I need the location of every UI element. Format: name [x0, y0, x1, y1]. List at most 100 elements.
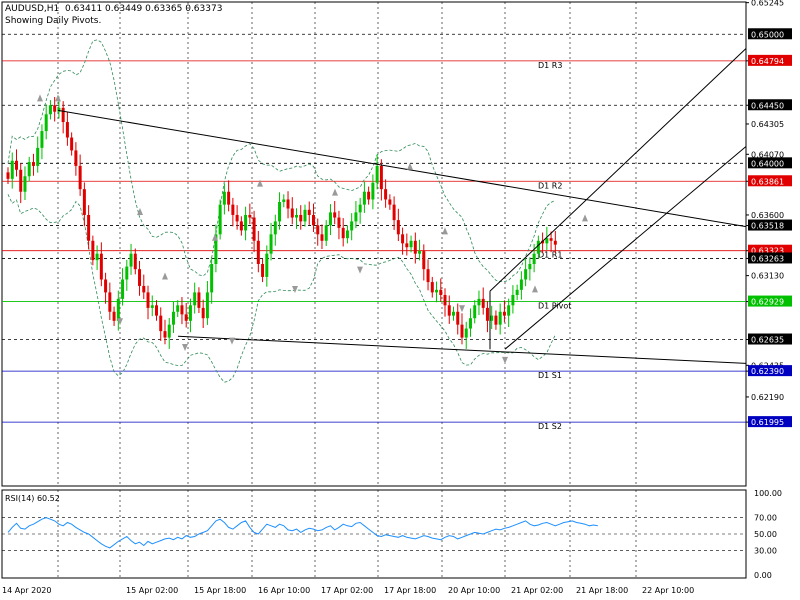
candle-body [256, 240, 260, 265]
candle-body [324, 225, 328, 241]
fractal-up-icon [55, 94, 61, 102]
price-level-box [748, 295, 792, 307]
candle-body [104, 279, 108, 293]
candle-body [350, 221, 354, 231]
candle-body [91, 240, 95, 261]
candle-body [10, 160, 14, 179]
candle-body [252, 217, 256, 241]
candle-body [227, 191, 231, 205]
candle-body [532, 253, 536, 265]
candle-body [171, 311, 175, 325]
price-level-box-label: 0.62390 [751, 367, 784, 376]
candle-body [549, 238, 553, 241]
candle-body [405, 243, 409, 248]
rsi-tick-label: 30.00 [754, 546, 777, 555]
candle-body [435, 289, 439, 293]
candle-body [108, 292, 112, 312]
candle-body [53, 105, 57, 112]
candle-body [269, 234, 273, 254]
price-level-box-label: 0.62929 [751, 298, 784, 307]
upper-band-line [7, 39, 556, 282]
candle-body [481, 298, 485, 308]
pivot-label-d1-r1: D1 R1 [538, 251, 562, 260]
candle-body [511, 294, 515, 306]
candle-body [133, 253, 137, 270]
candle-body [87, 214, 91, 241]
support-trendline [177, 335, 747, 364]
candle-body [337, 217, 341, 228]
candle-body [286, 199, 290, 209]
candle-body [468, 318, 472, 329]
candle-body [78, 165, 82, 190]
candle-body [307, 209, 311, 215]
candle-body [99, 253, 103, 280]
candle-body [541, 240, 545, 244]
fractal-up-icon [332, 188, 338, 196]
candle-body [447, 305, 451, 316]
candle-body [553, 240, 557, 245]
candle-body [485, 307, 489, 321]
time-axis-label: 17 Apr 18:00 [384, 586, 436, 595]
candle-body [129, 253, 133, 267]
price-level-box-label: 0.63323 [751, 247, 784, 256]
candle-body [413, 240, 417, 254]
candle-body [61, 107, 65, 123]
candle-body [48, 105, 52, 115]
candle-body [494, 315, 498, 325]
price-tick-label: 0.62190 [751, 393, 784, 402]
lower-band-line [7, 194, 556, 383]
candle-body [452, 311, 455, 316]
candle-body [379, 165, 383, 190]
price-tick-label: 0.63600 [751, 211, 784, 220]
candle-body [70, 137, 74, 151]
price-level-box-label: 0.62635 [751, 336, 784, 345]
candle-body [507, 305, 511, 316]
candle-body [464, 328, 468, 338]
candle-body [244, 214, 248, 231]
main-pane-frame [1, 1, 747, 487]
fractal-down-icon [459, 305, 465, 313]
fractal-up-icon [137, 207, 143, 215]
price-level-box-label: 0.63263 [751, 254, 784, 263]
candle-body [180, 305, 184, 315]
channel-upper-line [489, 48, 747, 292]
price-level-box [748, 99, 792, 111]
candle-body [74, 150, 78, 166]
channel-lower-line [504, 146, 747, 350]
candle-body [197, 292, 201, 308]
candle-body [430, 282, 434, 293]
candle-body [345, 230, 349, 239]
candle-body [248, 214, 252, 218]
candle-body [536, 240, 540, 254]
candle-body [528, 264, 532, 270]
candle-body [95, 253, 99, 261]
pivot-label-d1-s2: D1 S2 [538, 422, 562, 431]
candle-body [439, 289, 443, 295]
candle-body [299, 214, 303, 222]
candle-body [6, 172, 10, 179]
candle-body [239, 221, 243, 231]
candle-body [473, 305, 477, 319]
candle-body [477, 298, 481, 306]
fractal-up-icon [37, 94, 43, 102]
candle-body [40, 131, 44, 148]
candle-body [19, 169, 23, 192]
candle-body [193, 292, 197, 306]
candle-body [273, 221, 277, 235]
fractal-down-icon [182, 344, 188, 352]
candle-body [261, 264, 265, 277]
candle-body [57, 107, 61, 112]
time-axis-label: 14 Apr 2020 [2, 586, 51, 595]
time-axis-label: 17 Apr 02:00 [321, 586, 373, 595]
candle-body [14, 160, 18, 170]
fractal-up-icon [257, 179, 263, 187]
price-tick-label: 0.65245 [751, 0, 784, 8]
rsi-label: RSI(14) 60.52 [5, 494, 60, 503]
candle-body [176, 305, 180, 312]
candle-body [31, 162, 35, 166]
symbol-header: AUDUSD,H1 0.63411 0.63449 0.63365 0.6337… [5, 4, 223, 14]
candle-body [396, 220, 400, 235]
candle-body [388, 199, 392, 205]
candle-body [460, 324, 464, 338]
